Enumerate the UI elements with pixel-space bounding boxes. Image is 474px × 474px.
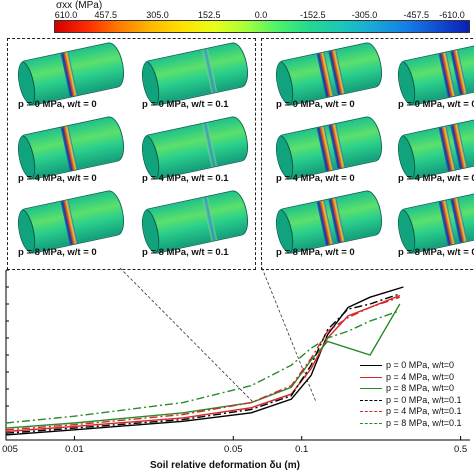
stress-contour-cell: p = 8 MPa, w/t = 0.1 [392, 188, 474, 263]
x-tick-label: 0.01 [65, 444, 84, 455]
colorbar-tick-label: -152.5 [299, 10, 326, 20]
legend-swatch [360, 411, 382, 412]
case-label: p = 8 MPa, w/t = 0.1 [142, 247, 229, 258]
case-label: p = 0 MPa, w/t = 0.1 [142, 99, 229, 110]
series-line-4 [5, 296, 401, 431]
colorbar-tick-label: -610.0 [439, 10, 465, 20]
stress-contour-cell: p = 4 MPa, w/t = 0.1 [392, 114, 474, 189]
legend-entry: p = 4 MPa, w/t=0.1 [360, 406, 472, 418]
legend-swatch [360, 399, 382, 401]
legend-swatch [360, 388, 382, 389]
stress-contour-cell: p = 0 MPa, w/t = 0 [12, 40, 130, 115]
legend-swatch [360, 422, 382, 424]
legend-label: p = 8 MPa, w/t=0 [386, 383, 455, 393]
colorbar-tick-label: 0.0 [254, 10, 268, 20]
legend-swatch [360, 365, 382, 366]
x-tick-label: 0.5 [453, 444, 468, 455]
legend-label: p = 0 MPa, w/t=0 [386, 360, 455, 370]
colorbar-tick-label: 305.0 [146, 10, 169, 20]
legend-entry: p = 4 MPa, w/t=0 [360, 372, 472, 384]
stress-contour-cell: p = 8 MPa, w/t = 0.1 [136, 188, 254, 263]
colorbar-tick-label: 457.5 [94, 10, 118, 20]
zoom-leader-line [261, 267, 317, 403]
chart-legend: p = 0 MPa, w/t=0 p = 4 MPa, w/t=0 p = 8 MP… [360, 360, 472, 429]
stress-contour-cell: p = 8 MPa, w/t = 0 [12, 188, 130, 263]
legend-swatch [360, 376, 382, 378]
series-line-5 [5, 310, 401, 424]
case-label: p = 0 MPa, w/t = 0 [276, 99, 355, 110]
legend-entry: p = 8 MPa, w/t=0 [360, 383, 472, 395]
legend-entry: p = 0 MPa, w/t=0 [360, 360, 472, 372]
case-label: p = 8 MPa, w/t = 0 [18, 247, 97, 258]
colorbar [54, 20, 470, 33]
legend-label: p = 0 MPa, w/t=0.1 [386, 394, 462, 405]
stress-contour-cell: p = 0 MPa, w/t = 0.1 [136, 40, 254, 115]
case-label: p = 4 MPa, w/t = 0.1 [142, 173, 229, 184]
legend-label: p = 8 MPa, w/t=0.1 [386, 417, 462, 428]
left-stress-panel: p = 0 MPa, w/t = 0 p = 0 MPa, w/t = 0.1 p … [7, 38, 256, 270]
case-label: p = 8 MPa, w/t = 0.1 [398, 247, 474, 258]
x-tick-label: 0.1 [295, 444, 309, 455]
legend-label: p = 4 MPa, w/t=0.1 [386, 406, 462, 416]
colorbar-tick-label: 610.0 [54, 10, 78, 20]
x-axis-label: Soil relative deformation δu (m) [150, 460, 300, 471]
stress-contour-cell: p = 4 MPa, w/t = 0 [270, 114, 388, 189]
legend-entry: p = 8 MPa, w/t=0.1 [360, 418, 472, 430]
colorbar-tick-label: -305.0 [351, 10, 378, 20]
case-label: p = 4 MPa, w/t = 0 [18, 173, 97, 184]
x-tick-label: 0.05 [224, 444, 243, 455]
case-label: p = 0 MPa, w/t = 0.1 [398, 99, 474, 110]
case-label: p = 8 MPa, w/t = 0 [276, 247, 355, 258]
x-tick-label: 005 [2, 444, 18, 455]
case-label: p = 4 MPa, w/t = 0.1 [398, 173, 474, 184]
series-line-0 [5, 286, 404, 436]
zoom-leader-line [119, 267, 254, 403]
stress-contour-cell: p = 4 MPa, w/t = 0 [12, 114, 130, 189]
colorbar-tick-label: 152.5 [197, 10, 221, 20]
stress-contour-cell: p = 8 MPa, w/t = 0 [270, 188, 388, 263]
case-label: p = 4 MPa, w/t = 0 [276, 173, 355, 184]
legend-entry: p = 0 MPa, w/t=0.1 [360, 395, 472, 407]
right-stress-panel: p = 0 MPa, w/t = 0 p = 0 MPa, w/t = 0.1 p … [261, 38, 474, 270]
colorbar-title: σxx (MPa) [56, 0, 103, 11]
legend-label: p = 4 MPa, w/t=0 [386, 371, 455, 382]
stress-contour-cell: p = 0 MPa, w/t = 0.1 [392, 40, 474, 115]
series-line-2 [5, 303, 401, 429]
colorbar-tick-label: -457.5 [403, 10, 430, 20]
stress-contour-cell: p = 4 MPa, w/t = 0.1 [136, 114, 254, 189]
case-label: p = 0 MPa, w/t = 0 [18, 99, 97, 110]
series-line-3 [5, 293, 401, 434]
stress-contour-cell: p = 0 MPa, w/t = 0 [270, 40, 388, 115]
